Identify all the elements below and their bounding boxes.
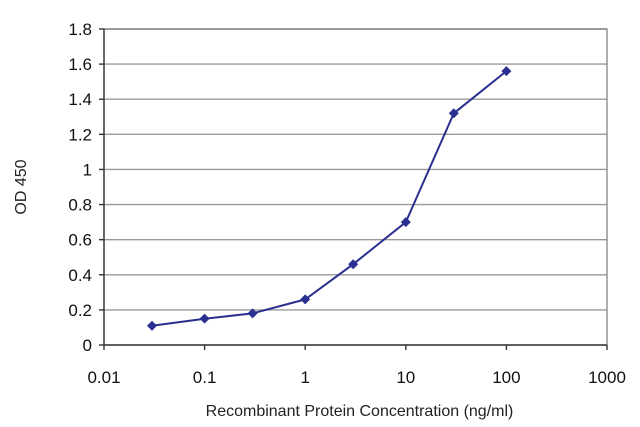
gridlines (104, 28, 607, 311)
x-tick-label: 0.1 (193, 368, 217, 387)
y-tick-label: 0.8 (68, 196, 92, 215)
y-tick-label: 1.8 (68, 20, 92, 39)
y-tick-label: 0.6 (68, 231, 92, 250)
y-tick-label: 0.4 (68, 266, 92, 285)
y-tick-label: 1.2 (68, 125, 92, 144)
data-point (300, 294, 311, 305)
y-tick-label: 1 (83, 160, 92, 179)
y-tick-labels: 0 0.2 0.4 0.6 0.8 1 1.2 1.4 1.6 1.8 (68, 20, 92, 355)
x-tick-label: 0.01 (87, 368, 120, 387)
axes (99, 28, 608, 350)
x-tick-label: 1 (300, 368, 309, 387)
data-point (448, 108, 459, 119)
y-tick-label: 1.6 (68, 55, 92, 74)
x-tick-label: 10 (396, 368, 415, 387)
y-tick-label: 0.2 (68, 301, 92, 320)
y-tick-label: 0 (83, 336, 92, 355)
y-axis-title: OD 450 (13, 159, 30, 214)
plot-area (103, 28, 608, 346)
series-layer (146, 66, 512, 331)
data-point (501, 66, 512, 77)
data-point (400, 217, 411, 228)
x-tick-labels: 0.01 0.1 1 10 100 1000 (87, 368, 625, 387)
y-tick-label: 1.4 (68, 90, 92, 109)
x-tick-label: 100 (492, 368, 520, 387)
x-axis-title: Recombinant Protein Concentration (ng/ml… (206, 403, 514, 420)
data-point (199, 313, 210, 324)
x-tick-label: 1000 (588, 368, 626, 387)
data-point (247, 308, 258, 319)
data-point (146, 320, 157, 331)
series-line (151, 70, 508, 327)
data-point (348, 259, 359, 270)
